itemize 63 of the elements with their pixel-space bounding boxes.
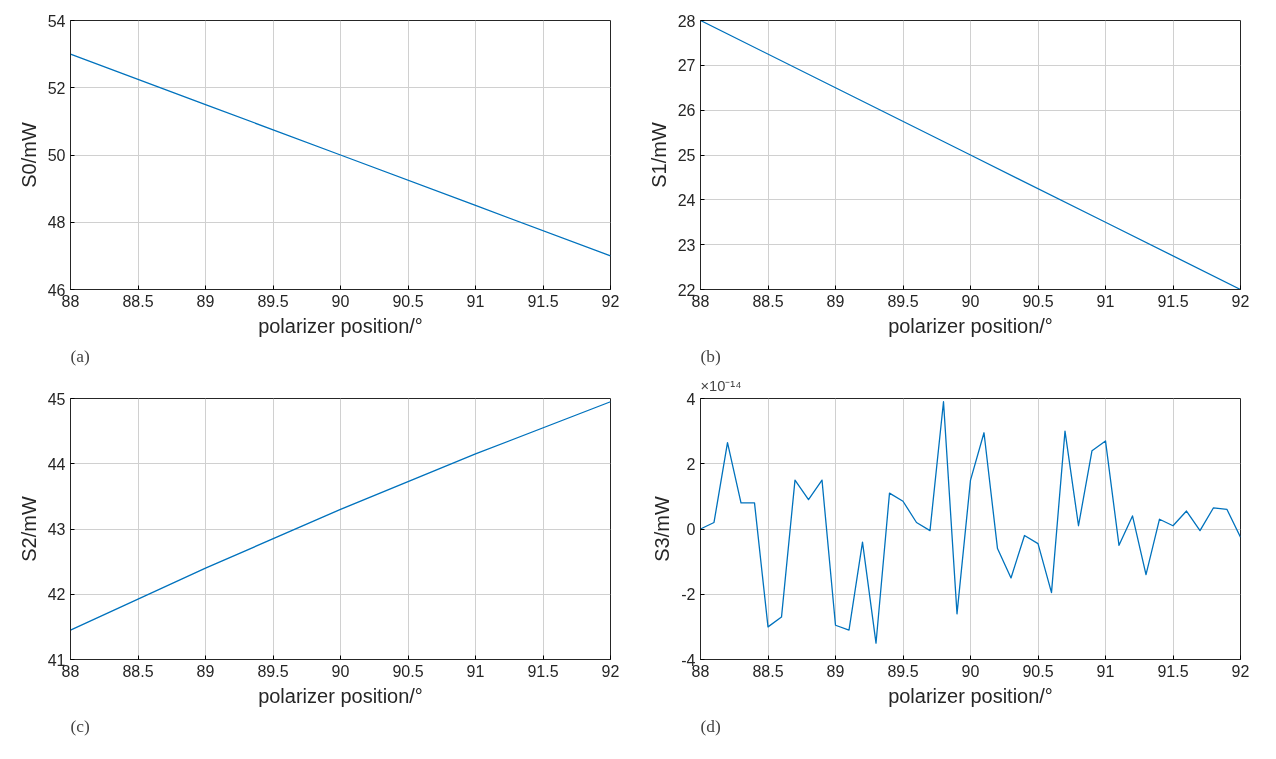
x-tick-label: 89.5	[887, 292, 919, 310]
y-tick-label: 28	[677, 12, 696, 30]
x-tick-label: 89	[196, 292, 215, 310]
x-tick-label: 90	[961, 292, 980, 310]
text: (a)	[70, 346, 90, 366]
x-tick-label: 92	[1231, 292, 1250, 310]
x-tick-label: 92	[601, 662, 620, 680]
x-tick-label: 92	[1231, 662, 1250, 680]
x-tick-label: 89	[826, 292, 845, 310]
text: (c)	[70, 716, 90, 736]
x-axis-title: polarizer position/°	[888, 684, 1053, 707]
x-tick-label: 90.5	[1022, 662, 1054, 680]
x-tick-label: 91.5	[1157, 662, 1189, 680]
x-tick-label: 90	[331, 292, 350, 310]
y-tick-label: 50	[47, 147, 66, 164]
text: (b)	[700, 346, 721, 366]
x-tick-label: 88.5	[122, 292, 154, 310]
x-tick-label: 91.5	[1157, 292, 1189, 310]
y-tick-label: 27	[677, 57, 696, 75]
y-axis-title: S0/mW	[17, 122, 40, 188]
y-tick-label: 24	[677, 191, 696, 209]
x-tick-label: 91	[1096, 662, 1115, 680]
x-tick-label: 89.5	[257, 292, 289, 310]
x-tick-label: 89	[826, 662, 845, 680]
y-tick-label: 2	[686, 455, 696, 473]
x-tick-label: 91.5	[527, 662, 559, 680]
text: ×10⁻¹⁴	[700, 377, 742, 394]
y-tick-label: 43	[47, 521, 66, 538]
x-tick-label: 88.5	[122, 662, 154, 680]
x-tick-label: 90	[331, 662, 350, 680]
x-tick-label: 89.5	[887, 662, 919, 680]
x-tick-label: 88.5	[752, 662, 784, 680]
x-tick-label: 90	[961, 662, 980, 680]
x-tick-label: 91	[466, 292, 485, 310]
y-tick-label: 42	[47, 586, 66, 604]
x-tick-label: 91	[466, 662, 485, 680]
x-axis-title: polarizer position/°	[258, 314, 423, 337]
x-tick-label: 88.5	[752, 292, 784, 310]
y-tick-label: -2	[681, 586, 696, 604]
y-tick-label: 52	[47, 79, 66, 97]
x-tick-label: 91	[1096, 292, 1115, 310]
y-tick-label: 23	[677, 236, 696, 254]
x-axis-title: polarizer position/°	[888, 314, 1053, 337]
y-tick-label: 25	[677, 147, 696, 164]
x-tick-label: 90.5	[392, 292, 424, 310]
y-axis-title: S3/mW	[651, 496, 674, 562]
x-tick-label: 89	[196, 662, 215, 680]
x-axis-title: polarizer position/°	[258, 684, 423, 707]
y-tick-label: 44	[47, 455, 66, 473]
x-tick-label: 90.5	[392, 662, 424, 680]
text: (d)	[700, 716, 721, 736]
x-tick-label: 90.5	[1022, 292, 1054, 310]
y-tick-label: 54	[47, 12, 66, 30]
y-axis-title: S1/mW	[647, 122, 670, 188]
y-tick-label: 45	[47, 390, 66, 408]
y-axis-title: S2/mW	[17, 496, 40, 562]
x-tick-label: 91.5	[527, 292, 559, 310]
y-tick-label: 26	[677, 102, 696, 120]
y-tick-label: 48	[47, 214, 66, 232]
x-tick-label: 92	[601, 292, 620, 310]
y-tick-label: 0	[686, 521, 696, 538]
x-tick-label: 89.5	[257, 662, 289, 680]
y-tick-label: 4	[686, 390, 696, 408]
